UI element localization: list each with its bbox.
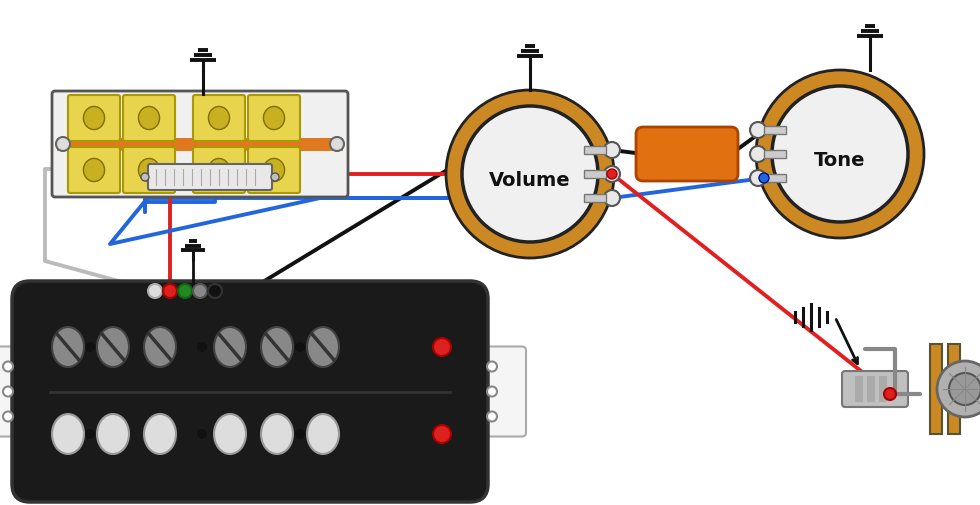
Circle shape [462,107,598,242]
Ellipse shape [144,327,176,367]
Ellipse shape [307,327,339,367]
Bar [948,344,960,434]
Ellipse shape [138,159,160,182]
FancyBboxPatch shape [68,96,120,142]
Ellipse shape [214,414,246,454]
Circle shape [487,362,497,372]
Circle shape [750,123,766,139]
Circle shape [759,174,769,184]
FancyBboxPatch shape [123,96,175,142]
Ellipse shape [214,327,246,367]
FancyBboxPatch shape [12,281,488,502]
Circle shape [604,167,620,183]
Circle shape [56,138,70,152]
FancyBboxPatch shape [68,147,120,193]
Circle shape [208,284,222,298]
FancyBboxPatch shape [248,96,300,142]
Ellipse shape [261,414,293,454]
Circle shape [295,342,305,352]
Bar [764,150,786,159]
Ellipse shape [52,414,84,454]
Circle shape [163,284,177,298]
Ellipse shape [52,327,84,367]
Circle shape [197,342,207,352]
FancyBboxPatch shape [842,371,908,407]
Circle shape [85,429,95,439]
Ellipse shape [264,159,284,182]
Bar [584,194,606,203]
Text: Tone: Tone [814,150,865,169]
Circle shape [271,174,279,182]
Circle shape [433,338,451,357]
Circle shape [433,425,451,443]
Bar [855,376,863,402]
FancyBboxPatch shape [0,347,42,437]
FancyBboxPatch shape [458,347,526,437]
Circle shape [3,387,13,397]
FancyBboxPatch shape [636,128,738,182]
Ellipse shape [83,107,105,130]
Bar [584,171,606,179]
FancyBboxPatch shape [193,147,245,193]
Ellipse shape [209,107,229,130]
Circle shape [330,138,344,152]
Bar [57,138,343,151]
Circle shape [937,361,980,417]
Circle shape [446,91,614,259]
Ellipse shape [307,414,339,454]
Circle shape [604,190,620,207]
Circle shape [487,387,497,397]
Bar [764,127,786,135]
FancyBboxPatch shape [52,92,348,197]
Bar [867,376,875,402]
Circle shape [141,174,149,182]
Ellipse shape [138,107,160,130]
Bar [584,147,606,155]
Bar [930,344,942,434]
Bar [879,376,887,402]
Ellipse shape [97,327,129,367]
Circle shape [949,373,980,405]
Circle shape [487,412,497,422]
Circle shape [750,171,766,187]
Ellipse shape [261,327,293,367]
Circle shape [85,342,95,352]
Bar [764,175,786,183]
Circle shape [295,429,305,439]
Ellipse shape [264,107,284,130]
Circle shape [607,170,617,180]
Circle shape [3,362,13,372]
Circle shape [756,71,924,238]
Circle shape [3,412,13,422]
Circle shape [197,429,207,439]
FancyBboxPatch shape [123,147,175,193]
Ellipse shape [209,159,229,182]
Circle shape [750,147,766,163]
Ellipse shape [83,159,105,182]
Circle shape [148,284,162,298]
FancyBboxPatch shape [248,147,300,193]
FancyBboxPatch shape [148,165,272,190]
Circle shape [178,284,192,298]
Circle shape [772,87,908,223]
Circle shape [193,284,207,298]
Ellipse shape [144,414,176,454]
Circle shape [884,388,896,400]
FancyBboxPatch shape [193,96,245,142]
Ellipse shape [97,414,129,454]
Text: Volume: Volume [489,170,570,189]
Circle shape [604,143,620,159]
